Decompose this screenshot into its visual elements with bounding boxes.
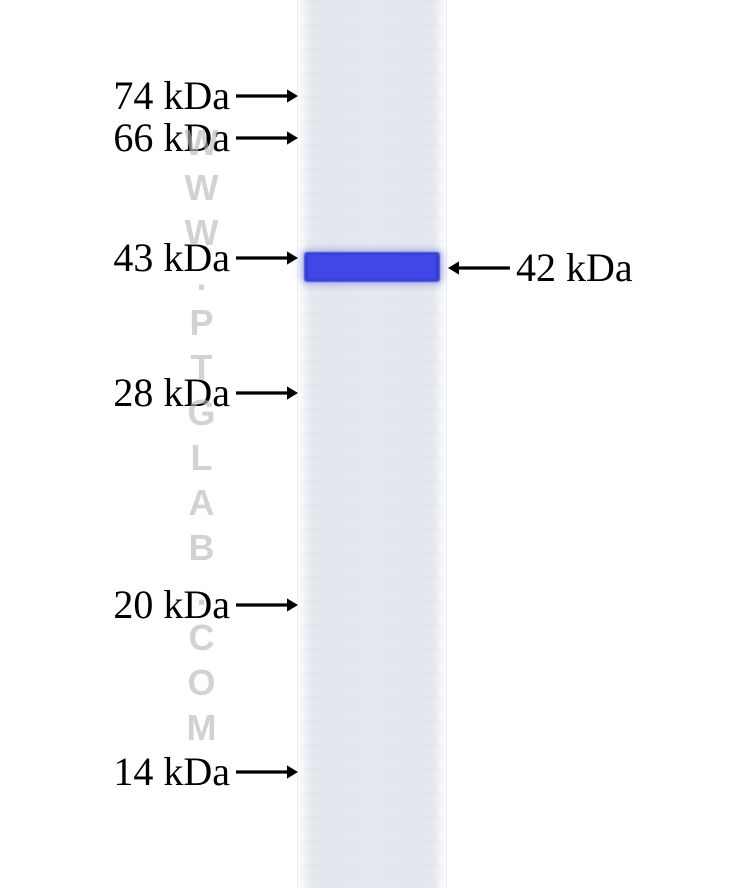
marker-label: 66 kDa: [113, 118, 230, 158]
left-marker-5: 14 kDa: [113, 752, 298, 792]
protein-band-42kda: [304, 252, 440, 282]
protein-band-core: [308, 255, 436, 279]
left-marker-0: 74 kDa: [113, 76, 298, 116]
arrow-right-icon: [236, 85, 298, 107]
left-marker-2: 43 kDa: [113, 238, 298, 278]
arrow-left-icon: [448, 257, 510, 279]
arrow-right-icon: [236, 247, 298, 269]
left-marker-3: 28 kDa: [113, 373, 298, 413]
marker-label: 14 kDa: [113, 752, 230, 792]
watermark-text: WWW.PTGLAB.COM: [180, 122, 222, 752]
marker-label: 43 kDa: [113, 238, 230, 278]
marker-label: 20 kDa: [113, 585, 230, 625]
watermark-label: WWW.PTGLAB.COM: [181, 122, 222, 752]
marker-label: 28 kDa: [113, 373, 230, 413]
arrow-right-icon: [236, 382, 298, 404]
arrow-right-icon: [236, 127, 298, 149]
left-marker-4: 20 kDa: [113, 585, 298, 625]
marker-label: 74 kDa: [113, 76, 230, 116]
lane-texture: [298, 0, 446, 888]
right-marker-0: 42 kDa: [448, 248, 633, 288]
arrow-right-icon: [236, 761, 298, 783]
left-marker-1: 66 kDa: [113, 118, 298, 158]
gel-lane: [297, 0, 447, 888]
marker-label: 42 kDa: [516, 248, 633, 288]
arrow-right-icon: [236, 594, 298, 616]
